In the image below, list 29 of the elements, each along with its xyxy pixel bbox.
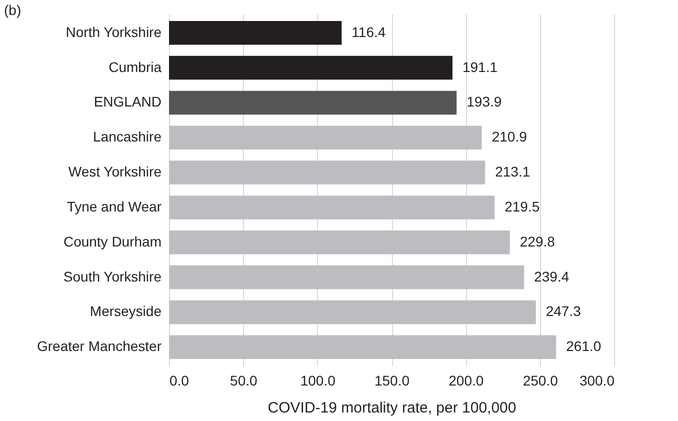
y-tick-label: Greater Manchester [37, 338, 162, 354]
data-label: 116.4 [352, 24, 386, 40]
x-tick-label: 300.0 [579, 372, 615, 388]
y-tick-label: ENGLAND [94, 94, 162, 110]
x-tick-label: 200.0 [448, 372, 484, 388]
data-label: 213.1 [495, 164, 530, 180]
text: (b) [4, 2, 22, 18]
data-label: 261.0 [566, 338, 602, 354]
data-label: 210.9 [492, 128, 528, 145]
data-label: 191.1 [462, 58, 498, 75]
data-label: 247.3 [546, 303, 582, 320]
x-tick-label: 250.0 [522, 372, 558, 388]
y-tick-label: North Yorkshire [66, 24, 162, 40]
x-tick-label: 100.0 [300, 372, 336, 388]
y-tick-label: Tyne and Wear [66, 198, 162, 214]
x-tick-label: 50.0 [230, 372, 258, 388]
data-label: 239.4 [534, 268, 570, 284]
data-label: 229.8 [520, 233, 556, 250]
x-axis-title: COVID-19 mortality rate, per 100,000 [268, 400, 516, 416]
y-tick-label: West Yorkshire [68, 164, 162, 180]
y-tick-label: Lancashire [93, 128, 162, 145]
y-tick-label: South Yorkshire [63, 268, 162, 284]
data-label: 219.5 [504, 198, 540, 214]
y-tick-label: Merseyside [90, 303, 162, 320]
data-label: 193.9 [466, 94, 502, 110]
y-tick-label: Cumbria [108, 58, 162, 75]
x-tick-label: 150.0 [374, 372, 410, 388]
y-tick-label: County Durham [63, 233, 162, 250]
x-tick-label: 0.0 [170, 372, 190, 388]
